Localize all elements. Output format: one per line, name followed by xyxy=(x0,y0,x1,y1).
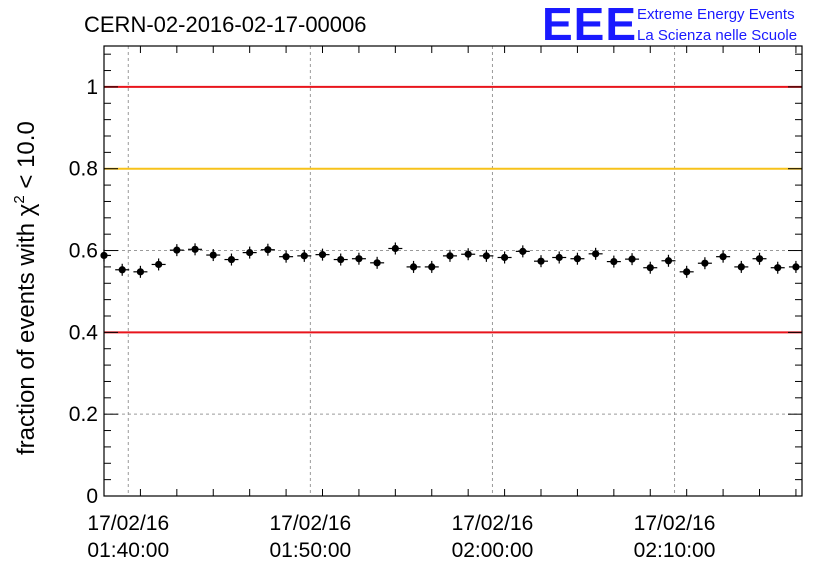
data-point xyxy=(683,268,691,276)
data-point xyxy=(136,268,145,276)
data-point xyxy=(191,245,199,253)
data-point xyxy=(610,257,618,266)
y-tick-label: 0.8 xyxy=(69,158,98,181)
y-tick-label: 0.6 xyxy=(69,240,98,263)
y-axis-label-sup: 2 xyxy=(11,195,28,203)
x-tick-date-label: 17/02/16 xyxy=(634,512,716,535)
data-point xyxy=(519,247,527,255)
data-point xyxy=(537,257,545,265)
logo-line-2: La Scienza nelle Scuole xyxy=(637,27,797,44)
y-tick-label: 0.4 xyxy=(69,321,99,344)
x-tick-time-label: 01:40:00 xyxy=(87,539,169,562)
data-point xyxy=(318,251,327,259)
data-point xyxy=(573,255,582,263)
x-tick-date-label: 17/02/16 xyxy=(87,512,169,535)
data-point xyxy=(227,255,236,264)
axes xyxy=(103,45,803,497)
data-point xyxy=(118,266,126,274)
data-point xyxy=(719,253,727,261)
data-point xyxy=(464,250,472,258)
data-point xyxy=(264,246,272,254)
data-point xyxy=(391,244,399,253)
data-point xyxy=(482,252,490,260)
reference-lines xyxy=(104,85,802,334)
data-point xyxy=(737,263,745,271)
y-axis-label-main: fraction of events with χ xyxy=(13,203,40,455)
x-tick-date-label: 17/02/16 xyxy=(269,512,351,535)
data-point xyxy=(428,263,436,271)
data-point xyxy=(155,260,163,269)
chart-title: CERN-02-2016-02-17-00006 xyxy=(84,12,367,37)
data-point xyxy=(409,263,418,271)
data-point xyxy=(628,255,636,263)
y-axis-label: fraction of events with χ2 < 10.0 xyxy=(11,121,40,455)
logo-mark: EEE xyxy=(542,0,637,50)
y-tick-label: 0.2 xyxy=(69,403,98,426)
data-points xyxy=(100,242,802,278)
data-point xyxy=(774,264,782,272)
y-tick-label: 1 xyxy=(86,76,98,99)
data-point xyxy=(355,255,363,263)
data-point xyxy=(555,253,563,262)
y-tick-label: 0 xyxy=(86,485,98,508)
y-axis-label-tail: < 10.0 xyxy=(13,121,40,195)
data-point xyxy=(446,252,454,260)
x-tick-time-label: 01:50:00 xyxy=(269,539,351,562)
x-tick-time-label: 02:10:00 xyxy=(634,539,716,562)
data-point xyxy=(173,246,181,254)
data-point xyxy=(246,248,254,257)
data-point xyxy=(755,255,764,263)
logo-line-1: Extreme Energy Events xyxy=(637,6,795,23)
data-point xyxy=(664,257,673,265)
eee-logo: EEE Extreme Energy Events La Scienza nel… xyxy=(542,0,797,50)
data-point xyxy=(209,251,217,259)
data-point xyxy=(592,250,600,258)
tick-labels: 0 0.2 0.4 0.6 0.8 1 17/02/16 01:40:00 17/02/16 01… xyxy=(69,76,716,562)
data-point xyxy=(701,259,709,267)
data-point xyxy=(300,252,308,260)
data-point xyxy=(282,253,290,261)
data-point xyxy=(500,253,509,262)
plot-frame xyxy=(103,45,803,497)
data-point xyxy=(646,264,654,272)
data-point xyxy=(373,259,381,267)
data-point xyxy=(337,255,345,264)
x-tick-date-label: 17/02/16 xyxy=(452,512,534,535)
x-tick-time-label: 02:00:00 xyxy=(452,539,534,562)
